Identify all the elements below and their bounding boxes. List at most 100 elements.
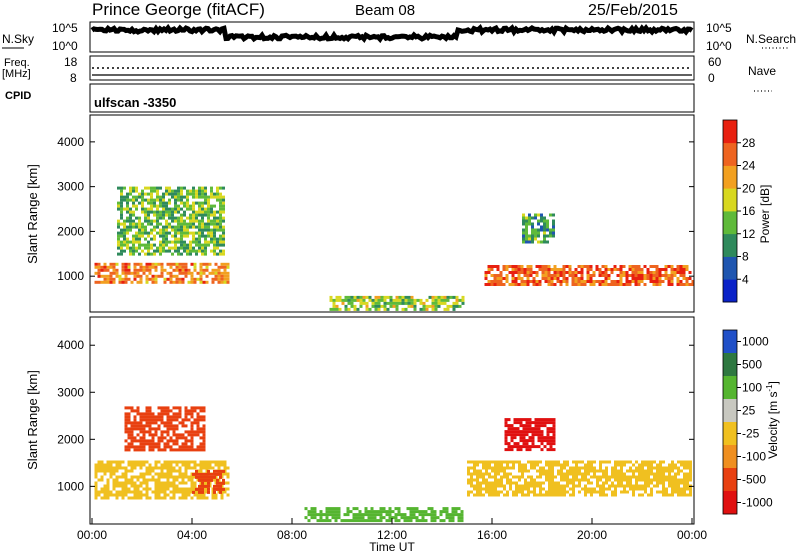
- power-cell: [525, 234, 528, 238]
- power-cell: [332, 301, 336, 305]
- velocity-cell: [136, 460, 140, 464]
- velocity-cell: [139, 493, 143, 497]
- velocity-cell: [190, 409, 194, 413]
- velocity-cell: [213, 469, 216, 473]
- velocity-cell: [546, 448, 550, 452]
- velocity-cell: [548, 484, 551, 488]
- power-cell: [226, 280, 230, 284]
- velocity-cell: [525, 442, 529, 446]
- velocity-cell: [590, 463, 593, 467]
- power-cell: [398, 301, 402, 305]
- velocity-cell: [578, 460, 581, 464]
- power-cell: [195, 252, 198, 256]
- velocity-cell: [488, 490, 491, 494]
- velocity-cell: [355, 516, 359, 520]
- velocity-cell: [632, 493, 635, 497]
- velocity-cell: [406, 519, 410, 523]
- velocity-cell: [394, 513, 398, 517]
- power-colorbar-tick-label: 8: [742, 250, 749, 264]
- velocity-cell: [103, 487, 107, 491]
- velocity-cell: [142, 412, 146, 416]
- velocity-cell: [479, 484, 482, 488]
- velocity-cell: [563, 460, 566, 464]
- power-cell: [667, 280, 671, 283]
- power-cell: [544, 268, 548, 271]
- velocity-cell: [617, 475, 620, 479]
- velocity-cell: [650, 481, 653, 485]
- power-cell: [181, 277, 185, 281]
- power-cell: [195, 189, 198, 193]
- velocity-cell: [331, 513, 335, 517]
- power-cell: [178, 265, 182, 269]
- velocity-cell: [479, 487, 482, 491]
- power-cell: [189, 222, 192, 226]
- power-cell: [661, 268, 665, 271]
- power-cell: [216, 252, 219, 256]
- power-cell: [190, 277, 194, 281]
- power-cell: [177, 195, 180, 199]
- power-cell: [168, 201, 171, 205]
- velocity-cell: [222, 487, 225, 491]
- power-cell: [577, 277, 581, 280]
- velocity-cell: [473, 478, 476, 482]
- velocity-cell: [193, 418, 197, 422]
- velocity-cell: [196, 412, 200, 416]
- velocity-cell: [169, 409, 173, 413]
- power-cell: [202, 268, 206, 272]
- velocity-cell: [118, 466, 122, 470]
- power-cell: [126, 225, 129, 229]
- velocity-cell: [516, 430, 520, 434]
- power-cell: [150, 198, 153, 202]
- velocity-cell: [145, 484, 149, 488]
- power-cell: [184, 262, 188, 266]
- velocity-cell: [671, 466, 674, 470]
- power-cell: [214, 274, 218, 278]
- velocity-cell: [587, 478, 590, 482]
- velocity-cell: [686, 481, 689, 485]
- power-cell: [356, 295, 360, 299]
- power-cell: [138, 252, 141, 256]
- power-cell: [112, 262, 116, 266]
- velocity-cell: [226, 493, 230, 497]
- velocity-cell: [190, 484, 194, 488]
- velocity-cell: [513, 442, 517, 446]
- power-cell: [493, 280, 497, 283]
- power-cell: [655, 271, 659, 274]
- velocity-cell: [668, 493, 671, 497]
- velocity-cell: [202, 406, 206, 410]
- velocity-cell: [566, 475, 569, 479]
- power-cell: [437, 301, 441, 305]
- velocity-cell: [590, 490, 593, 494]
- velocity-cell: [638, 475, 641, 479]
- power-cell: [169, 280, 173, 284]
- velocity-cell: [524, 463, 527, 467]
- power-cell: [437, 304, 441, 308]
- power-cell: [543, 222, 546, 226]
- power-cell: [150, 192, 153, 196]
- velocity-cell: [644, 463, 647, 467]
- velocity-cell: [391, 516, 395, 520]
- velocity-cell: [491, 490, 494, 494]
- velocity-cell: [172, 487, 176, 491]
- velocity-cell: [572, 481, 575, 485]
- power-cell: [601, 280, 605, 283]
- velocity-cell: [157, 436, 161, 440]
- power-cell: [198, 243, 201, 247]
- power-cell: [156, 210, 159, 214]
- velocity-cell: [196, 433, 200, 437]
- velocity-cell: [546, 442, 550, 446]
- velocity-cell: [226, 481, 230, 485]
- velocity-cell: [412, 510, 416, 514]
- power-cell: [549, 213, 552, 217]
- velocity-cell: [587, 463, 590, 467]
- noise-left-label: N.Sky: [2, 32, 34, 46]
- velocity-cell: [112, 487, 116, 491]
- power-cell: [153, 249, 156, 253]
- velocity-cell: [436, 516, 440, 520]
- power-cell: [204, 210, 207, 214]
- power-cell: [126, 228, 129, 232]
- velocity-cell: [433, 516, 437, 520]
- power-cell: [344, 307, 348, 311]
- power-cell: [522, 237, 525, 241]
- velocity-cell: [190, 445, 194, 449]
